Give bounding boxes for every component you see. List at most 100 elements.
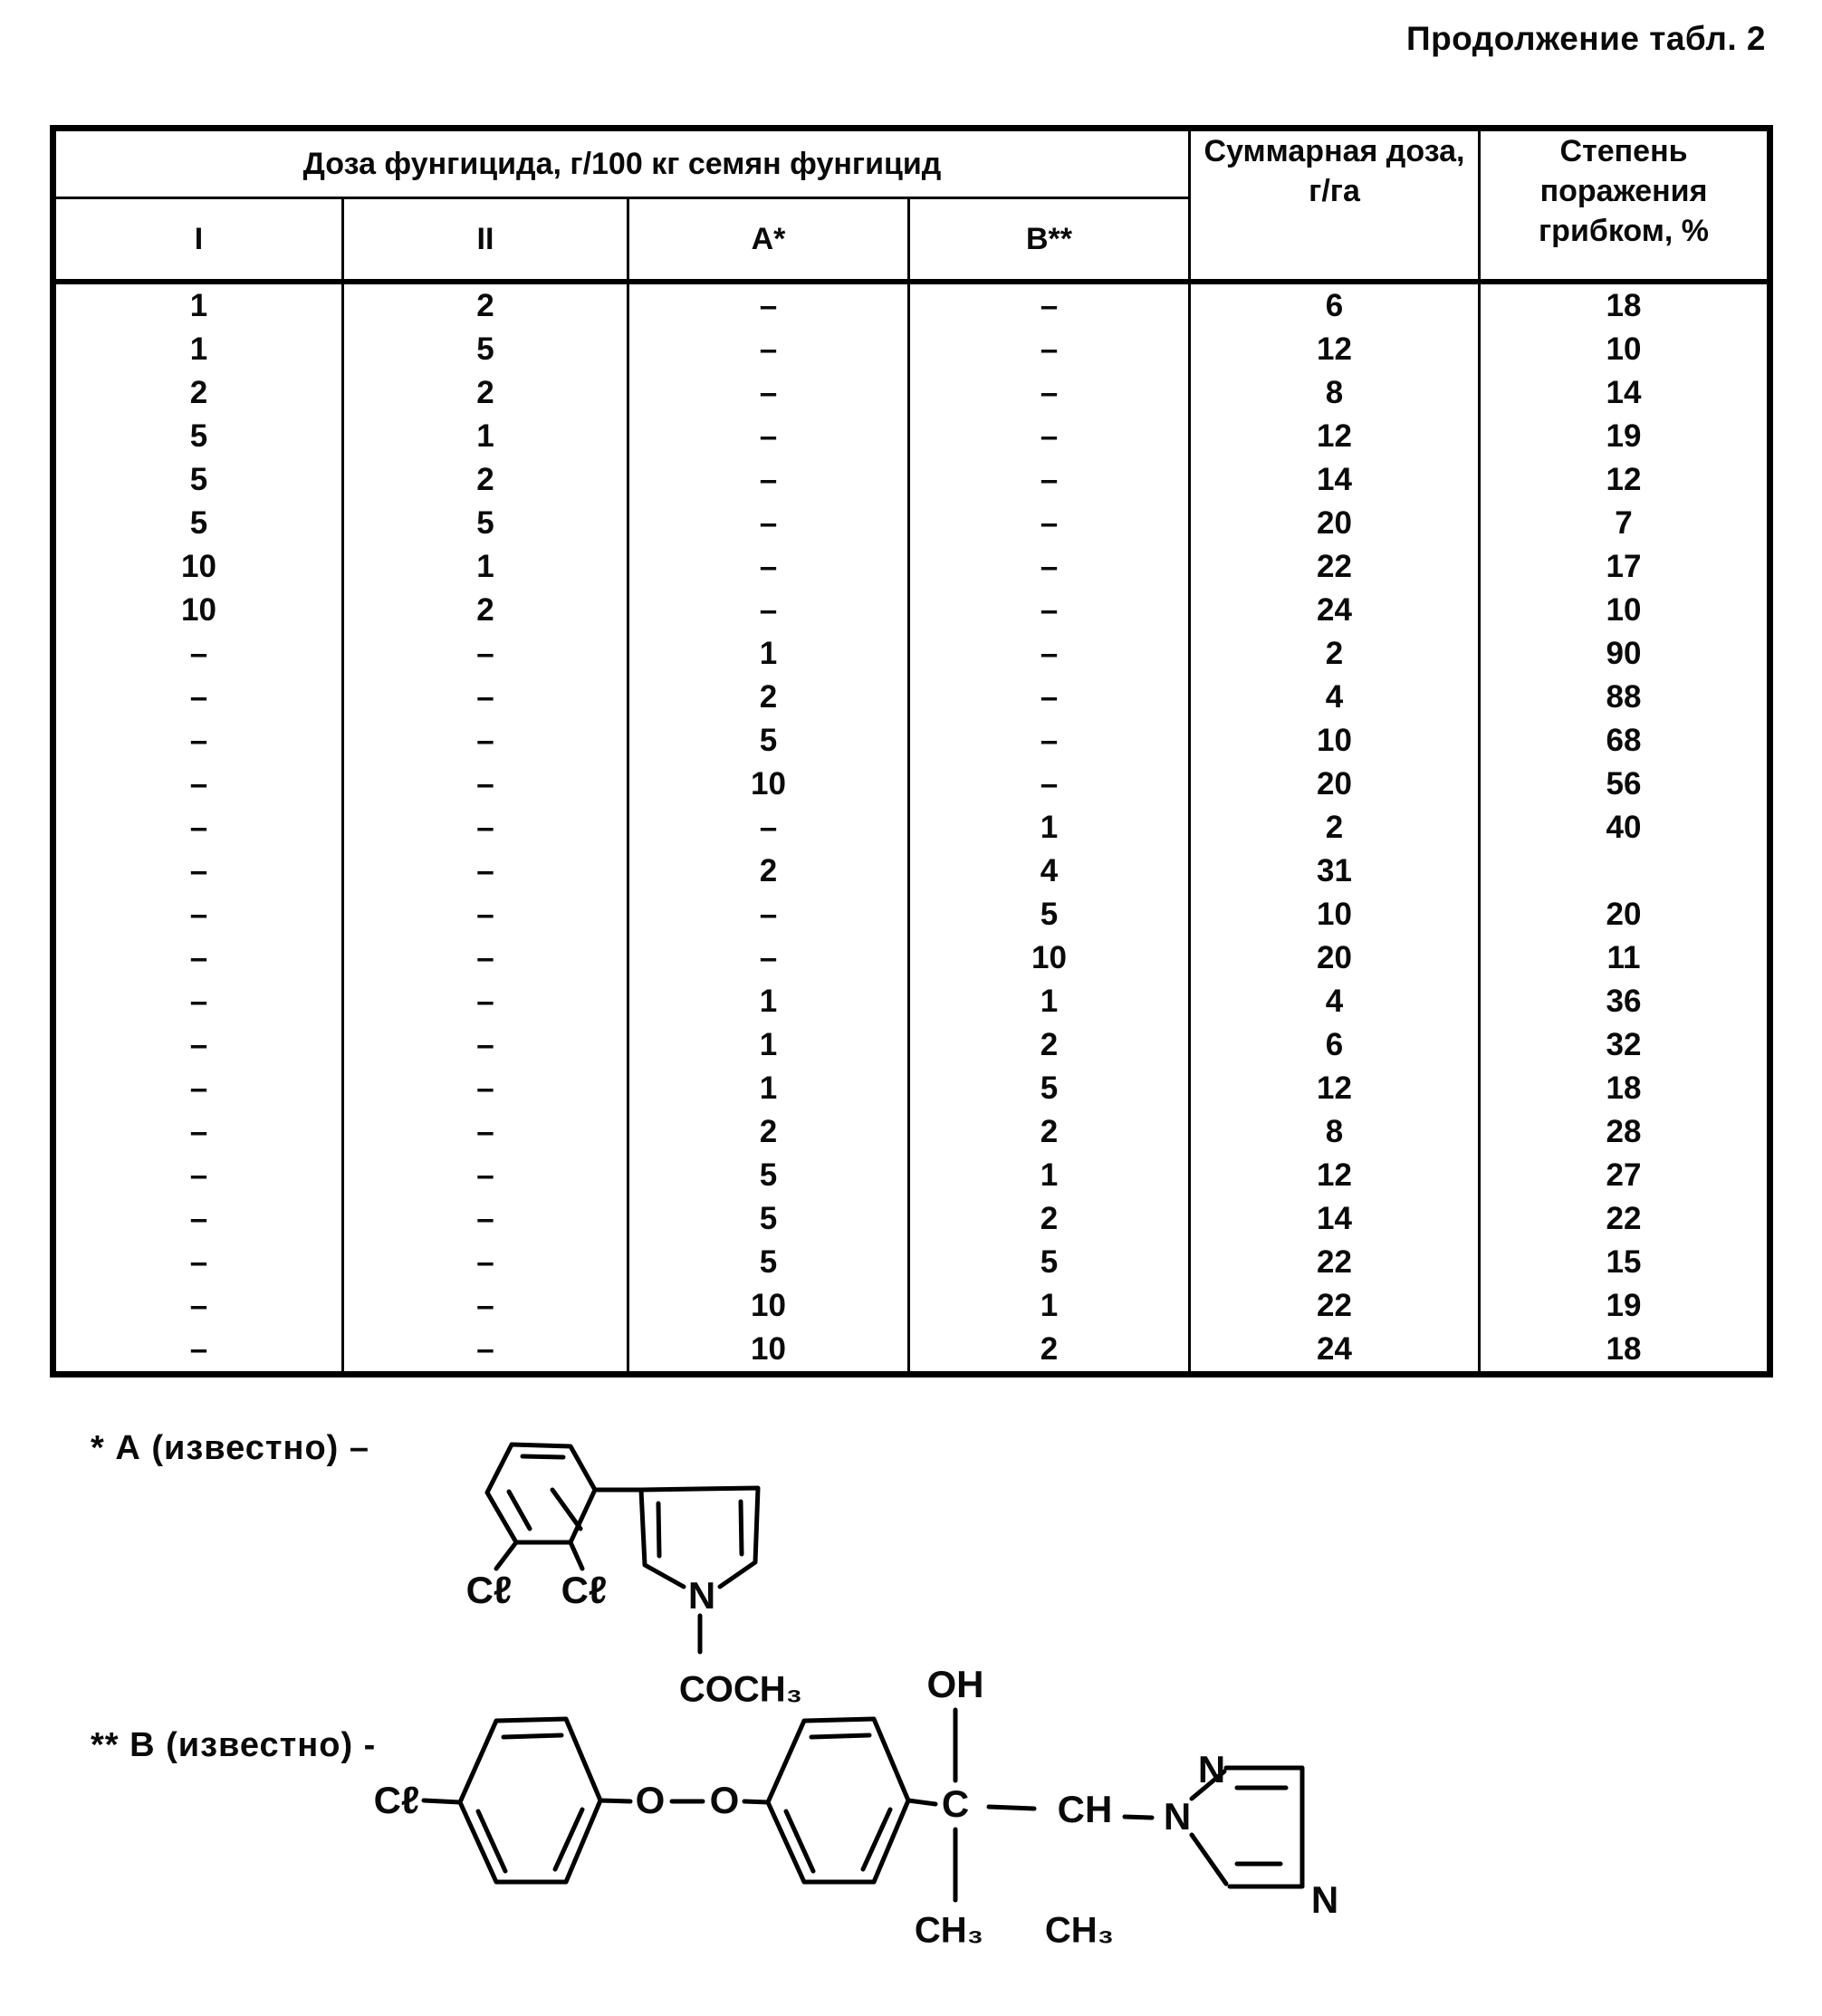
cell: 12 — [1188, 415, 1482, 458]
cell: 5 — [341, 502, 629, 545]
cell: – — [341, 850, 629, 893]
table-row: – – –1 2 40 — [52, 806, 1772, 850]
cell: 5 — [52, 502, 344, 545]
structure-a-cl1-label: Cℓ — [465, 1569, 513, 1611]
structure-a-acetyl-label: COCH₃ — [678, 1669, 803, 1710]
cell: 20 — [1478, 893, 1772, 936]
cell: – — [341, 980, 629, 1023]
cell: – — [906, 632, 1192, 676]
cell: – — [52, 1241, 344, 1284]
cell: 2 — [627, 1110, 910, 1154]
header-col-1: I — [52, 197, 344, 283]
cell: 2 — [341, 589, 629, 632]
cell: – — [627, 893, 910, 936]
cell: 1 — [627, 1023, 910, 1067]
cell: 2 — [906, 1197, 1192, 1241]
cell: 10 — [627, 1328, 910, 1375]
cell: – — [341, 1328, 629, 1375]
cell: 2 — [906, 1110, 1192, 1154]
structure-b-n2-label: N — [1197, 1748, 1226, 1790]
cell: – — [341, 763, 629, 806]
cell: 28 — [1478, 1110, 1772, 1154]
cell: 22 — [1478, 1197, 1772, 1241]
table-row: – – –5 10 20 — [52, 893, 1772, 936]
cell: – — [52, 806, 344, 850]
cell: 20 — [1188, 763, 1482, 806]
cell: 10 — [906, 936, 1192, 980]
cell: – — [52, 1110, 344, 1154]
cell: 5 — [627, 719, 910, 763]
cell: – — [341, 1110, 629, 1154]
structure-b-oh-label: OH — [926, 1663, 984, 1705]
results-table: Доза фунгицида, г/100 кг семян фунгицид … — [50, 125, 1774, 1378]
cell: 1 — [341, 545, 629, 589]
header-total-dose: Суммарная доза, г/га — [1188, 127, 1482, 283]
cell: – — [627, 589, 910, 632]
cell: 1 — [906, 1284, 1192, 1328]
cell: 12 — [1188, 1067, 1482, 1110]
cell: 24 — [1188, 1328, 1482, 1375]
cell: – — [341, 893, 629, 936]
cell: – — [52, 719, 344, 763]
cell: 1 — [52, 328, 344, 371]
cell: – — [341, 1154, 629, 1197]
header-infection-degree: Степень поражения грибком, % — [1478, 127, 1772, 283]
cell: 5 — [52, 458, 344, 502]
structure-b-n3-label: N — [1310, 1878, 1339, 1921]
table-row: 2 2– –8 14 — [52, 371, 1772, 415]
header-col-b: В** — [906, 197, 1192, 283]
cell: 22 — [1188, 1241, 1482, 1284]
cell: 2 — [906, 1328, 1192, 1375]
benzene-ring-2 — [765, 1716, 911, 1885]
cell: 10 — [52, 545, 344, 589]
cell: 1 — [906, 1154, 1192, 1197]
cell: – — [906, 545, 1192, 589]
table-row: – –1 1 4 36 — [52, 980, 1772, 1023]
cell: 12 — [1478, 458, 1772, 502]
cell: – — [627, 936, 910, 980]
cell: – — [906, 763, 1192, 806]
table-row: 10 2– –24 10 — [52, 589, 1772, 632]
cell: 27 — [1478, 1154, 1772, 1197]
cell: 1 — [627, 980, 910, 1023]
cell: – — [906, 328, 1192, 371]
structure-a-n-label: N — [687, 1574, 716, 1617]
cell: – — [906, 589, 1192, 632]
cell: 22 — [1188, 545, 1482, 589]
footnote-b-label: ** В (известно) - — [91, 1726, 377, 1764]
cell — [1478, 850, 1772, 893]
cell: – — [341, 1284, 629, 1328]
cell: 7 — [1478, 502, 1772, 545]
cell: 1 — [906, 806, 1192, 850]
cell: – — [52, 1023, 344, 1067]
cell: 6 — [1188, 1023, 1482, 1067]
structure-a-cl2-label: Cℓ — [561, 1569, 608, 1611]
cell: – — [627, 502, 910, 545]
structure-a-drawing — [484, 1442, 761, 1655]
cell: 14 — [1188, 1197, 1482, 1241]
table-row: – –2–4 88 — [52, 676, 1772, 719]
cell: 88 — [1478, 676, 1772, 719]
cell: – — [906, 458, 1192, 502]
cell: 2 — [627, 850, 910, 893]
cell: 8 — [1188, 1110, 1482, 1154]
footnote-a-label: * А (известно) – — [91, 1429, 369, 1467]
cell: – — [627, 545, 910, 589]
cell: 18 — [1478, 1067, 1772, 1110]
cell: 22 — [1188, 1284, 1482, 1328]
cell: – — [52, 676, 344, 719]
cell: – — [627, 282, 910, 328]
table-row: – –1–2 90 — [52, 632, 1772, 676]
table-row: – –5–10 68 — [52, 719, 1772, 763]
cell: 5 — [341, 328, 629, 371]
structure-b-o1-label: O — [635, 1779, 666, 1821]
cell: 17 — [1478, 545, 1772, 589]
cell: – — [341, 936, 629, 980]
cell: – — [52, 1328, 344, 1375]
results-table-wrapper: Доза фунгицида, г/100 кг семян фунгицид … — [50, 125, 1774, 1378]
benzene-ring-1 — [457, 1716, 603, 1885]
cell: 1 — [627, 632, 910, 676]
cell: 5 — [906, 1067, 1192, 1110]
cell: – — [52, 763, 344, 806]
header-dose-group: Доза фунгицида, г/100 кг семян фунгицид — [51, 127, 1192, 199]
